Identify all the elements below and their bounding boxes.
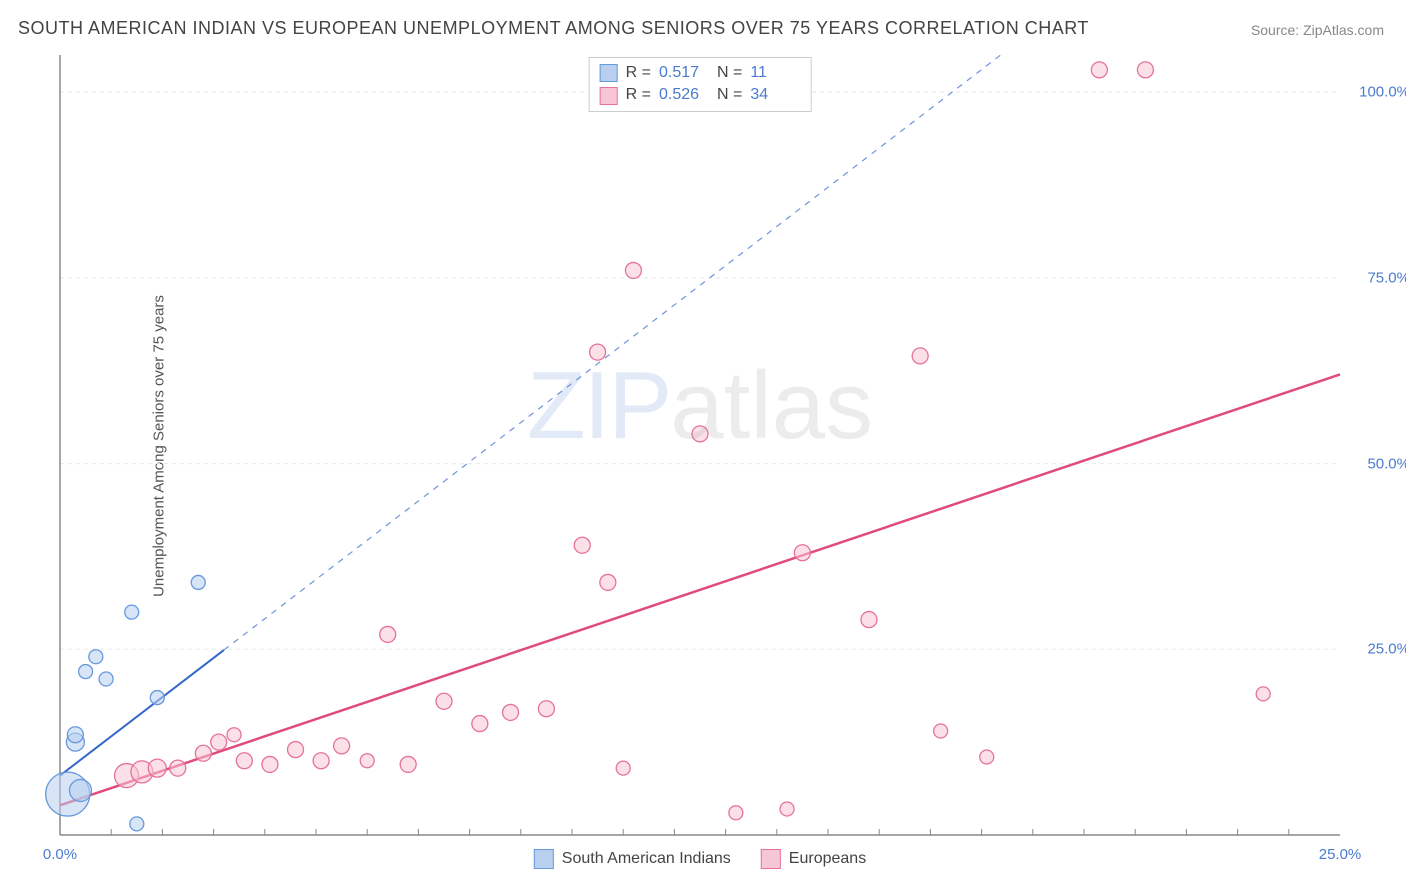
legend-item-1: Europeans	[761, 849, 866, 869]
y-tick-label: 25.0%	[1350, 641, 1406, 658]
legend-swatch-1	[761, 849, 781, 869]
legend-label-1: Europeans	[789, 850, 866, 868]
x-tick-label: 25.0%	[1319, 846, 1362, 863]
stats-n-value-1: 34	[750, 84, 800, 106]
stats-swatch-series-1	[600, 87, 618, 105]
correlation-stats-box: R = 0.517 N = 11 R = 0.526 N = 34	[589, 57, 812, 112]
y-tick-label: 50.0%	[1350, 455, 1406, 472]
stats-n-label: N =	[717, 84, 742, 106]
stats-r-label: R =	[626, 84, 651, 106]
y-tick-label: 100.0%	[1350, 84, 1406, 101]
stats-n-value-0: 11	[750, 62, 800, 84]
chart-svg	[60, 55, 1340, 835]
stats-swatch-series-0	[600, 64, 618, 82]
chart-title: SOUTH AMERICAN INDIAN VS EUROPEAN UNEMPL…	[18, 18, 1089, 39]
stats-row-series-1: R = 0.526 N = 34	[600, 84, 801, 106]
stats-r-value-1: 0.526	[659, 84, 709, 106]
legend-swatch-0	[534, 849, 554, 869]
legend: South American Indians Europeans	[534, 849, 866, 869]
x-tick-label: 0.0%	[43, 846, 77, 863]
stats-row-series-0: R = 0.517 N = 11	[600, 62, 801, 84]
source-attribution: Source: ZipAtlas.com	[1251, 22, 1384, 38]
legend-label-0: South American Indians	[562, 850, 731, 868]
stats-r-label: R =	[626, 62, 651, 84]
stats-n-label: N =	[717, 62, 742, 84]
stats-r-value-0: 0.517	[659, 62, 709, 84]
y-tick-label: 75.0%	[1350, 269, 1406, 286]
plot-area: ZIPatlas R = 0.517 N = 11 R = 0.526 N = …	[60, 55, 1340, 835]
legend-item-0: South American Indians	[534, 849, 731, 869]
